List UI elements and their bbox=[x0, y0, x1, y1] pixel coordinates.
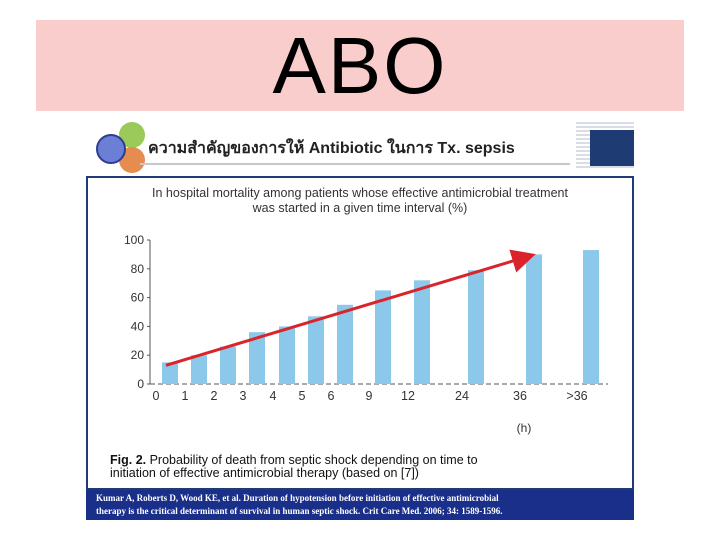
x-tick-label: 36 bbox=[513, 389, 527, 403]
citation-line2: therapy is the critical determinant of s… bbox=[96, 506, 503, 516]
chart-panel: In hospital mortality among patients who… bbox=[86, 176, 634, 490]
citation-bar: Kumar A, Roberts D, Wood KE, et al. Dura… bbox=[86, 490, 634, 520]
trend-arrow bbox=[165, 249, 536, 367]
bar bbox=[279, 326, 295, 384]
bar bbox=[375, 290, 391, 384]
x-tick-label: 4 bbox=[270, 389, 277, 403]
title-band: ABO bbox=[36, 20, 684, 111]
x-tick-label: 5 bbox=[299, 389, 306, 403]
figure-caption-line1: Probability of death from septic shock d… bbox=[146, 453, 478, 467]
y-tick-label: 80 bbox=[131, 262, 145, 276]
blue-circle-icon bbox=[96, 134, 126, 164]
x-tick-label: 12 bbox=[401, 389, 415, 403]
y-tick-label: 20 bbox=[131, 348, 145, 362]
figure-caption-line2: initiation of effective antimicrobial th… bbox=[110, 466, 419, 480]
bar bbox=[249, 332, 265, 384]
y-tick-label: 40 bbox=[131, 319, 145, 333]
bar bbox=[526, 254, 542, 384]
citation-line1: Kumar A, Roberts D, Wood KE, et al. Dura… bbox=[96, 493, 499, 503]
x-tick-label: 3 bbox=[240, 389, 247, 403]
figure-caption: Fig. 2. Probability of death from septic… bbox=[110, 454, 478, 480]
bar bbox=[162, 362, 178, 384]
header-decoration bbox=[576, 120, 634, 168]
y-tick-label: 60 bbox=[131, 291, 145, 305]
header-divider bbox=[140, 163, 570, 165]
header-decoration-block bbox=[590, 130, 634, 166]
slide-title: ABO bbox=[272, 20, 448, 110]
x-axis-label: (h) bbox=[517, 421, 532, 435]
figure-header: ความสำคัญของการให้ Antibiotic ในการ Tx. … bbox=[86, 120, 634, 173]
bar bbox=[583, 250, 599, 384]
x-tick-label: 1 bbox=[182, 389, 189, 403]
bar bbox=[468, 270, 484, 384]
bar bbox=[308, 316, 324, 384]
bar bbox=[191, 355, 207, 384]
y-tick-label: 0 bbox=[137, 377, 144, 391]
chart-title: In hospital mortality among patients who… bbox=[152, 186, 568, 215]
x-tick-label: >36 bbox=[566, 389, 587, 403]
figure-header-text: ความสำคัญของการให้ Antibiotic ในการ Tx. … bbox=[148, 140, 515, 157]
y-tick-label: 100 bbox=[124, 233, 144, 247]
bar bbox=[337, 304, 353, 384]
bar bbox=[220, 346, 236, 384]
x-tick-label: 6 bbox=[328, 389, 335, 403]
figure-caption-label: Fig. 2. bbox=[110, 453, 147, 467]
bar bbox=[414, 280, 430, 384]
x-tick-label: 2 bbox=[211, 389, 218, 403]
x-tick-label: 24 bbox=[455, 389, 469, 403]
x-tick-label: 9 bbox=[366, 389, 373, 403]
figure: ความสำคัญของการให้ Antibiotic ในการ Tx. … bbox=[86, 120, 634, 520]
x-tick-label: 0 bbox=[153, 389, 160, 403]
